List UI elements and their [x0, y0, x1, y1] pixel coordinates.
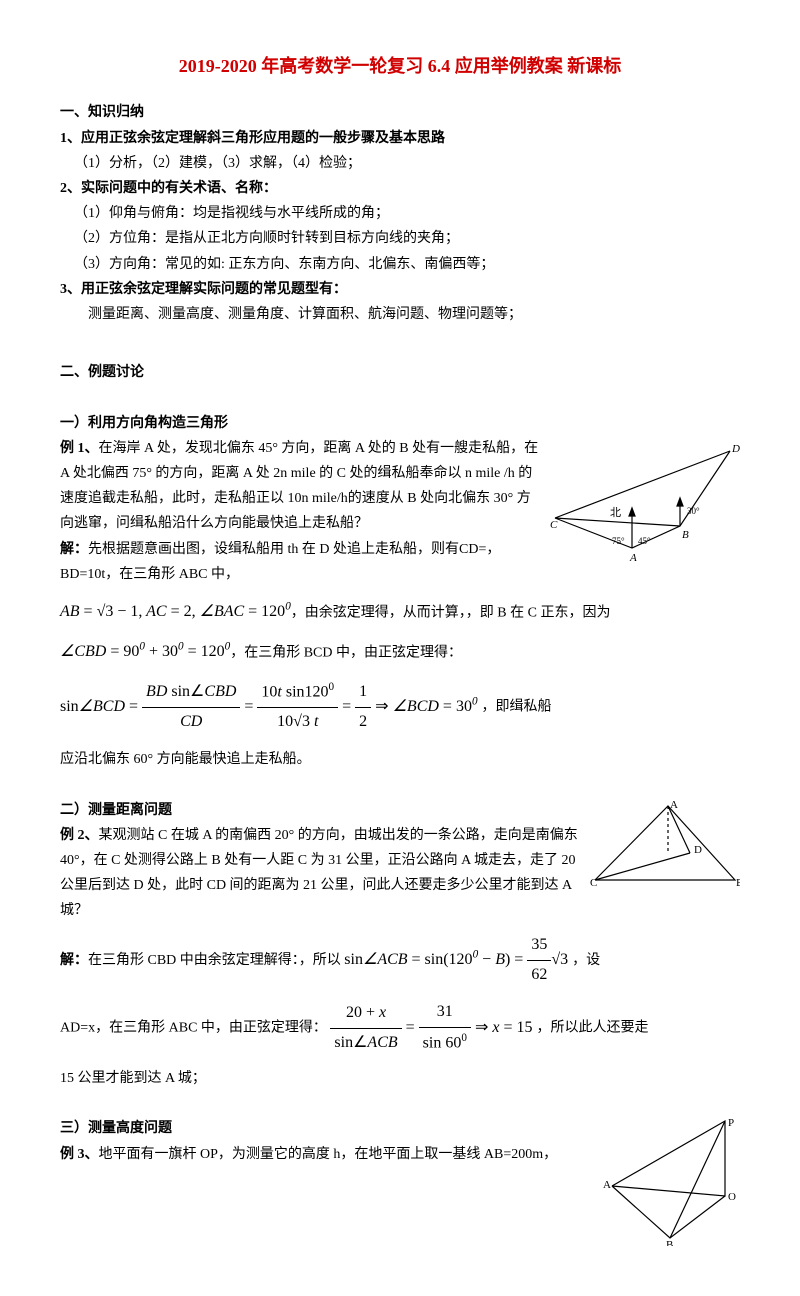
ex2-sol2a: AD=x，在三角形 ABC 中，由正弦定理得：	[60, 1021, 327, 1036]
fig1-label-a: A	[629, 552, 637, 564]
ex3-head: 三）测量高度问题	[60, 1116, 590, 1141]
ex1-label: 例 1、	[60, 441, 99, 456]
fig3-o: O	[728, 1191, 736, 1203]
ex2-sol1b: ，设	[572, 953, 600, 968]
ex1-head: 一）利用方向角构造三角形	[60, 411, 740, 436]
ex2-sol3: 15 公里才能到达 A 城；	[60, 1066, 740, 1091]
fig2-d: D	[694, 844, 702, 856]
ex1-math2-post: ，在三角形 BCD 中，由正弦定理得：	[230, 645, 462, 660]
ex1-body1: 在海岸 A 处，发现北偏东 45° 方向，距离 A 处的 B 处有一艘走私船，在…	[60, 441, 538, 532]
ex1-math2: ∠CBD = 900 + 300 = 1200，在三角形 BCD 中，由正弦定理…	[60, 637, 740, 667]
ex1-body: 例 1、在海岸 A 处，发现北偏东 45° 方向，距离 A 处的 B 处有一艘走…	[60, 436, 540, 537]
ex1-row: 例 1、在海岸 A 处，发现北偏东 45° 方向，距离 A 处的 B 处有一艘走…	[60, 436, 740, 587]
s1-p1: 1、应用正弦余弦定理解斜三角形应用题的一般步骤及基本思路	[60, 126, 740, 151]
fig1-a45: 45°	[638, 536, 651, 546]
ex1-sol1: 先根据题意画出图，设缉私船用 th 在 D 处追上走私船，则有CD=，BD=10…	[60, 542, 500, 582]
s1-p3: 3、用正弦余弦定理解实际问题的常见题型有：	[60, 277, 740, 302]
fig1-north: 北	[610, 506, 621, 519]
ex1-math1: AB = √3 − 1, AC = 2, ∠BAC = 1200，由余弦定理得，…	[60, 597, 740, 627]
s1-p2c: （3）方向角：常见的如: 正东方向、东南方向、北偏东、南偏西等；	[60, 252, 740, 277]
fig2-b: B	[736, 877, 740, 889]
ex3-body: 例 3、地平面有一旗杆 OP，为测量它的高度 h，在地平面上取一基线 AB=20…	[60, 1142, 590, 1167]
ex3-label: 例 3、	[60, 1147, 99, 1162]
section-1-head: 一、知识归纳	[60, 100, 740, 125]
s1-p2b: （2）方位角：是指从正北方向顺时针转到目标方向线的夹角；	[60, 226, 740, 251]
ex3-body1: 地平面有一旗杆 OP，为测量它的高度 h，在地平面上取一基线 AB=200m，	[99, 1147, 558, 1162]
fig1-label-d: D	[731, 443, 740, 455]
ex2-body1: 某观测站 C 在城 A 的南偏西 20° 的方向，由城出发的一条公路，走向是南偏…	[60, 828, 578, 919]
ex2-head: 二）测量距离问题	[60, 798, 580, 823]
ex3-figure: P A O B	[600, 1116, 740, 1246]
fig1-label-c: C	[550, 519, 558, 531]
ex2-sol2: AD=x，在三角形 ABC 中，由正弦定理得： 20 + xsin∠ACB = …	[60, 998, 740, 1058]
ex1-figure: A B C D 北 75° 45° 30°	[550, 436, 740, 566]
s1-p1a: （1）分析，（2）建模，（3）求解，（4）检验；	[60, 151, 740, 176]
fig3-b: B	[666, 1239, 673, 1246]
ex2-body: 例 2、某观测站 C 在城 A 的南偏西 20° 的方向，由城出发的一条公路，走…	[60, 823, 580, 924]
fig2-c: C	[590, 877, 597, 889]
ex2-sol-label: 解：	[60, 953, 88, 968]
fig3-a: A	[603, 1179, 611, 1191]
ex1-tail: 应沿北偏东 60° 方向能最快追上走私船。	[60, 747, 740, 772]
ex2-figure: A B C D	[590, 798, 740, 893]
fig1-label-b: B	[682, 529, 689, 541]
section-2-head: 二、例题讨论	[60, 360, 740, 385]
fig3-p: P	[728, 1117, 734, 1129]
ex3-row: 三）测量高度问题 例 3、地平面有一旗杆 OP，为测量它的高度 h，在地平面上取…	[60, 1116, 740, 1246]
ex2-sol1: 解：在三角形 CBD 中由余弦定理解得：，所以 sin∠ACB = sin(12…	[60, 931, 740, 990]
fig1-a75: 75°	[612, 536, 625, 546]
s1-p2a: （1）仰角与俯角：均是指视线与水平线所成的角；	[60, 201, 740, 226]
ex1-sol: 解：先根据题意画出图，设缉私船用 th 在 D 处追上走私船，则有CD=，BD=…	[60, 537, 540, 587]
ex1-math1-post: ，由余弦定理得，从而计算，，即 B 在 C 正东，因为	[291, 605, 611, 620]
ex1-math3: sin∠BCD = BD sin∠CBDCD = 10t sin120010√3…	[60, 677, 740, 737]
ex2-sol2b: ，所以此人还要走	[536, 1021, 648, 1036]
ex2-sol1a: 在三角形 CBD 中由余弦定理解得：，所以	[88, 953, 341, 968]
s1-p3a: 测量距离、测量高度、测量角度、计算面积、航海问题、物理问题等；	[60, 302, 740, 327]
ex2-row: 二）测量距离问题 例 2、某观测站 C 在城 A 的南偏西 20° 的方向，由城…	[60, 798, 740, 924]
page-title: 2019-2020 年高考数学一轮复习 6.4 应用举例教案 新课标	[60, 50, 740, 82]
ex1-sol-label: 解：	[60, 542, 88, 557]
ex1-math3-post: ，即缉私船	[482, 700, 552, 715]
fig1-a30: 30°	[687, 506, 700, 516]
s1-p2: 2、实际问题中的有关术语、名称：	[60, 176, 740, 201]
fig2-a: A	[670, 799, 678, 811]
ex2-label: 例 2、	[60, 828, 99, 843]
